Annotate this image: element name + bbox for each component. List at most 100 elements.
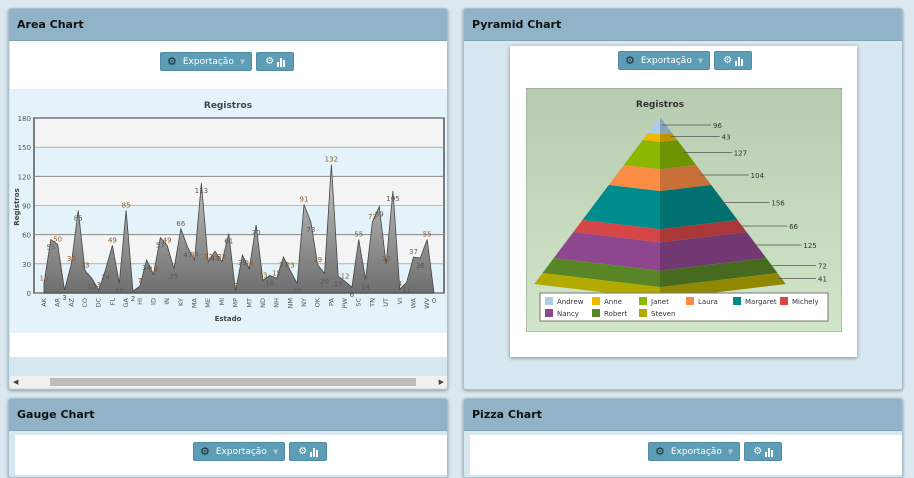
gear-icon: ⚙ (655, 445, 665, 458)
data-label: 10 (293, 287, 302, 295)
y-axis-title: Registros (13, 188, 21, 226)
data-label: 73 (306, 226, 315, 234)
data-label: 156 (771, 200, 785, 208)
panel-title: Gauge Chart (9, 399, 447, 431)
data-label: 2 (131, 295, 135, 303)
data-label: 30 (67, 255, 76, 263)
legend-label: Margaret (745, 298, 777, 306)
pyramid-chart-card: ⚙ Exportação ▼ ⚙ Registros 96 43 127 104 156 66 1… (510, 46, 857, 357)
chart-settings-button[interactable]: ⚙ (256, 52, 295, 71)
pyramid-segment-left (608, 165, 660, 192)
bar-chart-icon (310, 447, 319, 457)
chevron-down-icon: ▼ (272, 447, 279, 456)
data-label: 43 (722, 134, 731, 142)
data-label: 19 (149, 266, 158, 274)
data-label: 3 (62, 294, 66, 302)
x-tick-label: ME (204, 298, 212, 308)
export-button[interactable]: ⚙ Exportação ▼ (648, 442, 741, 461)
pyramid-segment-right (660, 117, 673, 135)
legend-label: Andrew (557, 298, 584, 306)
data-label: 3 (97, 281, 101, 289)
x-tick-label: MP (232, 298, 240, 308)
data-label: 55 (423, 231, 432, 239)
data-label: 34 (190, 251, 199, 259)
x-tick-label: IN (163, 298, 171, 305)
export-button[interactable]: ⚙ Exportação ▼ (618, 51, 711, 70)
data-label: 14 (361, 283, 370, 291)
area-chart-panel: Area Chart ⚙ Exportação ▼ ⚙ 0 30 60 90 120 150 1… (8, 8, 448, 390)
x-tick-label: PA (327, 297, 335, 306)
data-label: 11 (402, 286, 411, 294)
data-label: 2 (233, 282, 237, 290)
x-tick-label: NM (286, 298, 294, 308)
data-label: 25 (245, 260, 254, 268)
data-label: 89 (375, 210, 384, 218)
legend-label: Anne (604, 298, 622, 306)
data-label: 47 (183, 251, 192, 259)
data-label: 70 (252, 229, 261, 237)
export-label: Exportação (670, 446, 722, 457)
data-label: 13 (258, 271, 267, 279)
scroll-right-icon[interactable]: ▶ (438, 378, 444, 386)
x-tick-label: VI (396, 298, 404, 304)
scrollbar-thumb[interactable] (50, 378, 416, 386)
export-button[interactable]: ⚙ Exportação ▼ (193, 442, 286, 461)
legend-swatch (639, 309, 647, 317)
x-tick-label: MT (245, 298, 253, 308)
legend-swatch (592, 297, 600, 305)
data-label: 49 (108, 236, 117, 244)
area-series (43, 164, 435, 294)
y-tick-label: 120 (18, 173, 31, 181)
y-tick-label: 180 (18, 115, 31, 123)
x-tick-label: DC (95, 298, 103, 308)
chart-settings-button[interactable]: ⚙ (289, 442, 328, 461)
x-tick-label: MA (191, 297, 199, 308)
export-button[interactable]: ⚙ Exportação ▼ (160, 52, 253, 71)
pyramid-segment-left (582, 185, 660, 230)
pyramid-segment-right (660, 185, 738, 230)
y-tick-label: 60 (22, 232, 31, 240)
horizontal-scrollbar[interactable]: ◀ ▶ (10, 376, 447, 388)
data-label: 15 (272, 269, 281, 277)
data-label: 104 (751, 172, 765, 180)
gauge-chart-panel: Gauge Chart ⚙ Exportação ▼ ⚙ (8, 398, 448, 478)
data-label: 20 (320, 278, 329, 286)
x-tick-label: WA (409, 297, 417, 308)
x-tick-label: CO (81, 298, 89, 308)
x-tick-label: OK (314, 297, 322, 307)
x-tick-label: HI (136, 298, 144, 305)
pyramid-chart-panel: Pyramid Chart ⚙ Exportação ▼ ⚙ Registros 96… (463, 8, 903, 390)
x-tick-label: PW (341, 297, 349, 308)
pyramid-segment-right (660, 133, 678, 143)
x-tick-label: WV (423, 297, 431, 308)
data-label: 50 (53, 235, 62, 243)
data-label: 36 (416, 262, 425, 270)
pyramid-segment-right (660, 220, 747, 243)
bar-chart-icon (277, 57, 286, 67)
y-tick-label: 90 (22, 203, 31, 211)
x-tick-label: AZ (67, 297, 75, 306)
data-label: 4 (398, 280, 403, 288)
x-axis-title: Estado (215, 315, 242, 323)
data-label: 0 (432, 297, 436, 305)
legend-label: Nancy (557, 310, 579, 318)
pyramid-segment-left (573, 220, 660, 243)
panel-title: Area Chart (9, 9, 447, 41)
chevron-down-icon: ▼ (727, 447, 734, 456)
legend-label: Robert (604, 310, 627, 318)
y-tick-label: 0 (27, 290, 31, 298)
data-label: 7 (138, 277, 142, 285)
pizza-chart-panel: Pizza Chart ⚙ Exportação ▼ ⚙ (463, 398, 903, 478)
legend-label: Michely (792, 298, 819, 306)
data-label: 10 (115, 287, 124, 295)
x-tick-label: FL (108, 298, 116, 306)
legend-swatch (733, 297, 741, 305)
chart-settings-button[interactable]: ⚙ (744, 442, 783, 461)
panel-title: Pizza Chart (464, 399, 902, 431)
scroll-left-icon[interactable]: ◀ (13, 378, 19, 386)
data-label: 91 (300, 196, 309, 204)
legend-swatch (780, 297, 788, 305)
data-label: 49 (163, 236, 172, 244)
chart-settings-button[interactable]: ⚙ (714, 51, 753, 70)
pyramid-segment-right (660, 140, 697, 170)
